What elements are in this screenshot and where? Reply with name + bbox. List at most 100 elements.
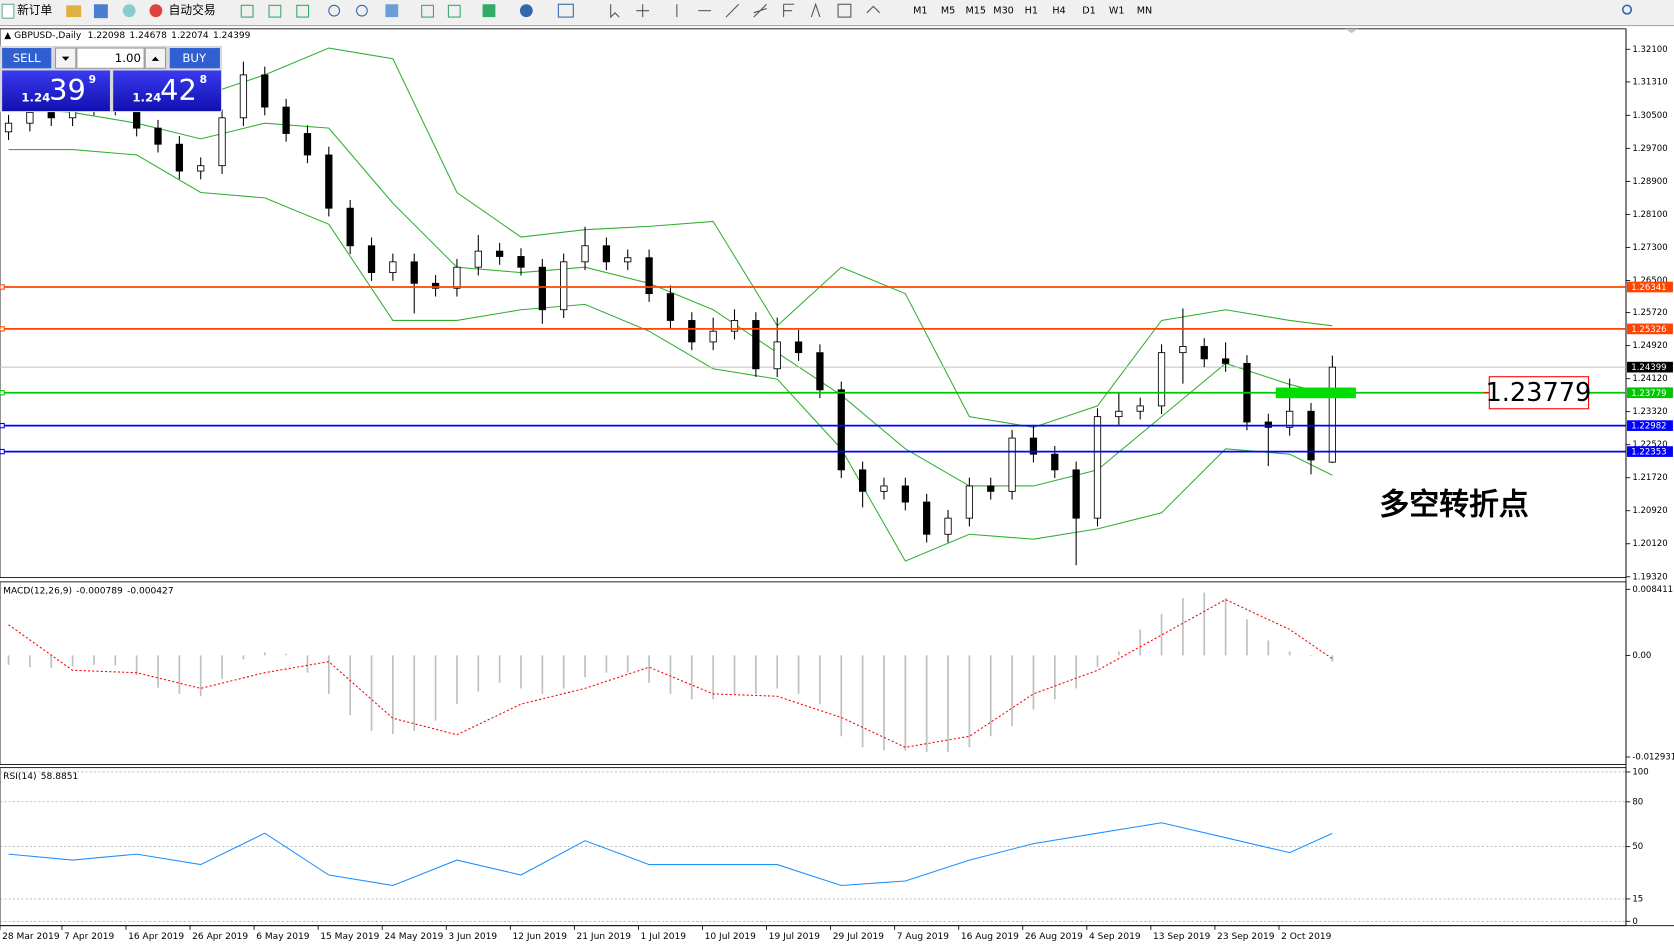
level-label: 1.23779 (1631, 389, 1666, 399)
timeframe-button[interactable]: M1 (913, 6, 927, 17)
level-handle (0, 326, 5, 332)
icon[interactable] (519, 4, 533, 18)
candle-body (1328, 366, 1336, 463)
y-tick-label: 1.24120 (1632, 374, 1667, 384)
timeframe-button[interactable]: MN (1137, 6, 1152, 17)
candle-body (303, 133, 312, 156)
timeframe-button[interactable]: M5 (941, 6, 955, 17)
candle-body (645, 257, 653, 295)
icon[interactable] (328, 4, 341, 17)
y-tick-label: 15 (1632, 894, 1643, 904)
icon[interactable] (268, 4, 282, 18)
y-tick-label: 1.25720 (1632, 308, 1667, 318)
candle-body (1136, 405, 1144, 412)
bollinger-upper (8, 47, 1333, 428)
icon[interactable] (610, 4, 620, 19)
timeframe-button[interactable]: M30 (993, 6, 1013, 17)
arrow (151, 56, 160, 61)
x-tick-label: 28 Mar 2019 (2, 932, 60, 942)
rsi-value: 58.8851 (41, 772, 78, 782)
price-fraction: 9 (89, 73, 96, 86)
candle-body (560, 261, 568, 311)
y-tick-label: 100 (1632, 767, 1648, 777)
timeframe-button[interactable]: D1 (1082, 6, 1095, 17)
candle-body (666, 293, 675, 321)
x-tick-label: 7 Apr 2019 (64, 932, 115, 942)
toolbar-icons (240, 3, 574, 18)
price-pips: 42 (160, 73, 197, 107)
icon[interactable] (783, 3, 795, 18)
icon[interactable] (725, 3, 740, 18)
button-label: BUY (182, 51, 207, 65)
candle-body (1286, 410, 1294, 428)
candle-body (154, 127, 162, 145)
macd-header: MACD(12,26,9) -0.000789 -0.000427 (3, 586, 173, 596)
button-bg (2, 48, 52, 69)
timeframe-button[interactable]: W1 (1109, 6, 1125, 17)
candle-body (474, 250, 482, 268)
candle-body (987, 485, 995, 492)
icon[interactable] (837, 3, 852, 18)
candle-body (773, 341, 781, 370)
candle-body (1029, 437, 1038, 455)
y-tick-label: 1.22520 (1632, 440, 1667, 450)
icon[interactable] (421, 4, 434, 18)
drawn-rectangle[interactable] (1275, 387, 1356, 399)
y-tick-label: 80 (1632, 797, 1643, 807)
button-label: 新订单 (17, 3, 52, 17)
candle-body (1157, 352, 1166, 407)
timeframe-button[interactable]: H1 (1025, 6, 1038, 17)
timeframe-button[interactable]: H4 (1052, 6, 1065, 17)
candle-body (1264, 421, 1272, 428)
icon[interactable] (93, 4, 108, 19)
candle-body (218, 117, 226, 167)
candle-body (752, 320, 760, 370)
bollinger-middle (8, 106, 1333, 487)
timeframe-button[interactable]: M15 (966, 6, 986, 17)
sell-button[interactable]: SELL (2, 48, 52, 69)
x-tick-label: 23 Sep 2019 (1217, 932, 1275, 942)
annotation: 多空转折点 (1379, 488, 1528, 523)
bid-price[interactable]: 1.24 39 9 (2, 70, 110, 112)
y-tick-label: 50 (1632, 842, 1643, 852)
current-price-bg (1627, 361, 1673, 373)
price-prefix: 1.24 (21, 91, 50, 105)
ohlc-open: 1.22098 (88, 31, 126, 41)
level-label-bg (1627, 323, 1673, 335)
candle-body (175, 143, 183, 172)
x-tick-label: 15 May 2019 (320, 932, 379, 942)
new-order-button[interactable]: 新订单 (1, 3, 53, 19)
buy-button[interactable]: BUY (169, 48, 220, 69)
icon[interactable] (296, 4, 310, 18)
x-tick-label: 26 Apr 2019 (192, 932, 248, 942)
level-label-bg (1627, 281, 1673, 293)
icon[interactable] (240, 4, 254, 18)
icon[interactable] (636, 4, 650, 18)
icon[interactable] (810, 2, 821, 18)
icon[interactable] (482, 4, 496, 18)
icon[interactable] (753, 3, 767, 18)
candle-body (709, 330, 717, 343)
price-pips: 39 (49, 73, 86, 107)
icon[interactable] (356, 4, 368, 17)
icon[interactable] (866, 5, 881, 14)
y-tick-label: -0.012931 (1632, 752, 1674, 762)
candle-body (1115, 410, 1123, 418)
button-label: 自动交易 (169, 3, 216, 17)
icon[interactable] (66, 5, 82, 18)
price-callout[interactable]: 1.23779 (1483, 376, 1591, 410)
current-price-label: 1.24399 (1631, 363, 1666, 373)
icon[interactable] (557, 3, 574, 18)
candle-body (26, 112, 34, 124)
x-tick-label: 21 Jun 2019 (577, 932, 632, 942)
candle-body (261, 74, 269, 108)
icon[interactable] (447, 4, 461, 18)
icon[interactable] (122, 4, 136, 18)
ask-price[interactable]: 1.24 42 8 (113, 70, 221, 112)
auto-trading-button[interactable]: 自动交易 (149, 3, 216, 17)
search-icon[interactable] (1621, 4, 1633, 15)
lot-field[interactable] (76, 47, 145, 69)
icon[interactable] (385, 4, 399, 18)
arrow (61, 56, 70, 61)
